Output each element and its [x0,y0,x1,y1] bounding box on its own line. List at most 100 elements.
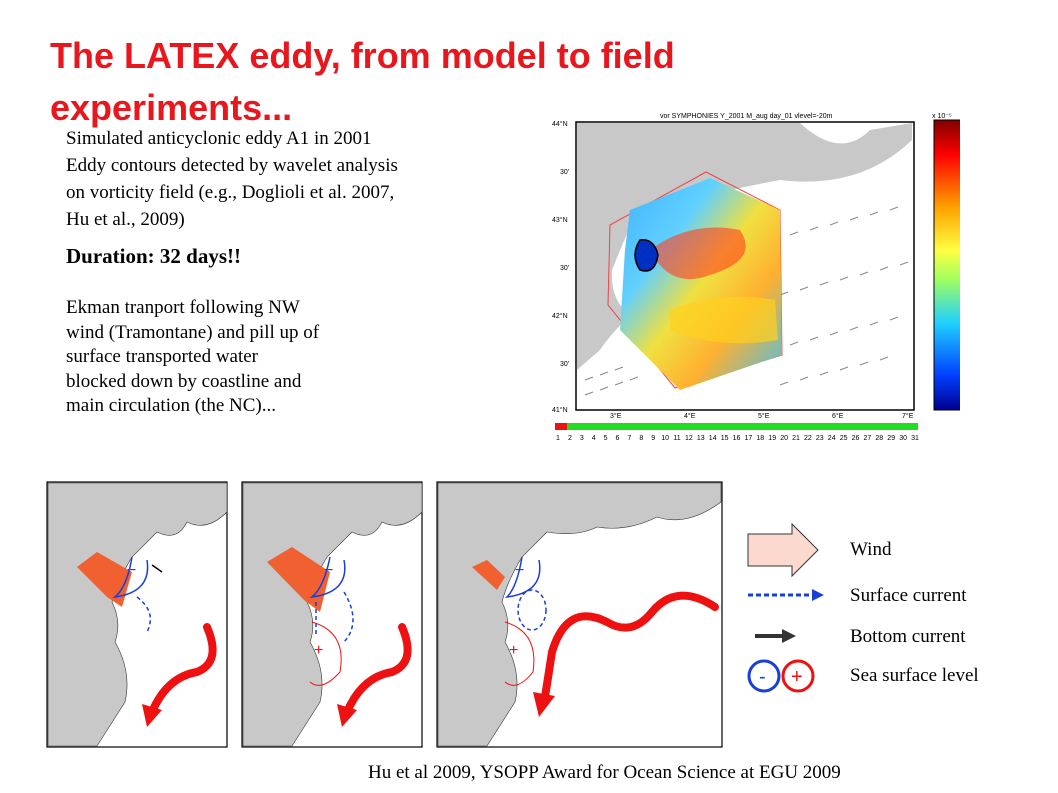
legend-symbols: - + [747,522,824,693]
day-number: 25 [840,435,848,442]
ekman-line: Ekman tranport following NW [66,297,300,318]
day-number: 10 [661,435,669,442]
day-number: 29 [887,435,895,442]
eddy-contour [634,239,659,272]
coastline-land [437,482,722,747]
day-number: 13 [697,435,705,442]
lon-label: 7°E [902,412,914,420]
eddy-minus-contour [504,556,541,599]
day-number: 28 [875,435,883,442]
day-bar-progress [567,423,918,430]
day-number: 8 [639,435,643,442]
northern-current-arrowhead [337,704,357,727]
eddy-description: Simulated anticyclonic eddy A1 in 2001 E… [66,125,506,233]
day-number: 27 [864,435,872,442]
northern-current-arrow [541,591,719,701]
lat-label: 30' [560,361,569,368]
lat-label: 43°N [552,216,568,224]
northern-current-arrow [343,623,412,716]
eddy-plus-contour [504,621,535,686]
ekman-line: main circulation (the NC)... [66,395,276,416]
minus-legend-circle [747,659,781,693]
day-number: 19 [768,435,776,442]
minus-sign: − [515,562,524,579]
description-line: Eddy contours detected by wavelet analys… [66,155,398,176]
lat-label: 30' [560,169,569,176]
northern-current-arrow [148,623,217,716]
day-number: 30 [899,435,907,442]
vorticity-model-figure: vor SYMPHONIES Y_2001 M_aug day_01 vleve… [552,113,960,442]
colorbar-exponent: x 10⁻⁵ [932,113,952,120]
northern-current-arrowhead [142,704,162,727]
plus-sign: + [509,642,518,659]
schematic-panel-3: − + [436,481,723,748]
day-number: 15 [721,435,729,442]
day-number: 26 [852,435,860,442]
day-number: 23 [816,435,824,442]
day-number: 22 [804,435,812,442]
day-numbers: 1 2 3 4 5 6 7 8 9 10 11 12 13 14 15 16 17 18 19 20 21 22 23 24 2… [556,435,919,442]
lat-label: 42°N [552,312,568,320]
bottom-current-legend-head [782,629,796,643]
wind-arrow [472,560,505,590]
day-number: 9 [651,435,655,442]
day-number: 11 [673,435,680,442]
legend-bottom-current-label: Bottom current [850,626,966,647]
day-number: 14 [709,435,717,442]
day-number: 17 [745,435,753,442]
day-number: 5 [604,435,608,442]
eddy-minus-contour [309,556,346,599]
day-number: 12 [685,435,693,442]
surface-current-loop [517,589,547,631]
legend-sea-surface-label: Sea surface level [850,665,979,686]
vorticity-patch [670,296,778,344]
coastline-land [577,123,912,370]
day-number: 2 [568,435,572,442]
colorbar [933,119,960,411]
schematic-panel-2: − + [241,481,423,748]
wind-legend-arrow [747,522,819,578]
minus-sign: − [127,562,136,579]
day-number: 4 [592,435,596,442]
eddy-plus-contour [309,621,342,686]
ekman-description: Ekman tranport following NW wind (Tramon… [66,296,406,419]
eddy-minus-contour [112,556,149,599]
legend-wind-label: Wind [850,539,892,560]
duration-text: Duration: 32 days!! [66,244,242,268]
day-number: 7 [627,435,631,442]
day-number: 16 [733,435,741,442]
lat-label: 30' [560,265,569,272]
slide-title: The LATEX eddy, from model to field expe… [50,35,675,128]
day-bar-current [555,423,567,430]
day-number: 20 [780,435,788,442]
schematic-panel-1: − [46,481,228,748]
lon-label: 5°E [758,412,770,420]
day-number: 21 [792,435,800,442]
description-line: on vorticity field (e.g., Doglioli et al… [66,182,395,203]
day-number: 3 [580,435,584,442]
northern-current-arrowhead [533,692,555,717]
plus-legend-circle [781,659,815,693]
day-number: 18 [756,435,764,442]
day-number: 24 [828,435,836,442]
description-line: Simulated anticyclonic eddy A1 in 2001 [66,128,372,149]
legend-surface-current-label: Surface current [850,585,967,606]
lat-label: 44°N [552,120,568,128]
lat-label: 41°N [552,406,568,414]
footer-citation: Hu et al 2009, YSOPP Award for Ocean Sci… [368,762,841,783]
ekman-line: surface transported water [66,346,259,367]
surface-current-arrow [315,591,354,643]
day-number: 1 [556,435,560,442]
plot-title: vor SYMPHONIES Y_2001 M_aug day_01 vleve… [660,113,833,120]
day-number: 31 [911,435,919,442]
lon-label: 4°E [684,412,696,420]
lon-label: 3°E [610,412,622,420]
description-line: Hu et al., 2009) [66,209,185,230]
minus-sign: − [324,562,333,579]
vorticity-patch [650,227,746,280]
lon-label: 6°E [832,412,844,420]
minus-legend-symbol: - [759,666,766,688]
plus-sign: + [314,642,323,659]
surface-current-arrow [136,596,152,633]
day-number: 6 [616,435,620,442]
